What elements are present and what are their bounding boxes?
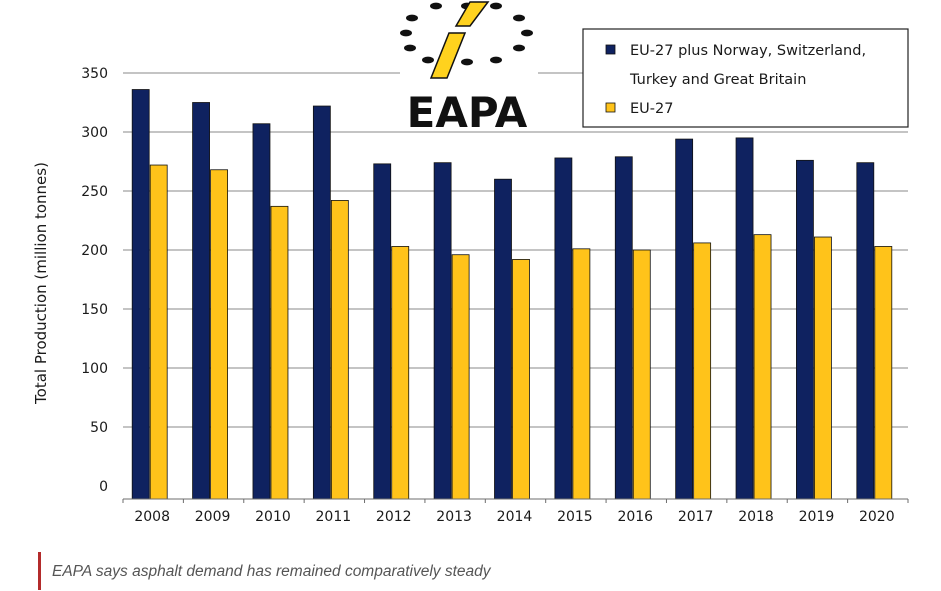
y-tick-label: 250: [81, 184, 108, 200]
bar-europe-2011: [312, 105, 331, 500]
bar-eu27-2017: [693, 242, 712, 500]
legend-box: [582, 28, 909, 128]
caption-accent-bar: [38, 552, 41, 590]
x-tick-label: 2020: [859, 509, 895, 525]
x-tick-label: 2013: [436, 509, 472, 525]
bar-eu27-2010: [270, 205, 289, 500]
x-tick-label: 2012: [376, 509, 412, 525]
bar-europe-2013: [433, 162, 452, 500]
bars: [131, 89, 893, 500]
y-tick-label: 350: [81, 66, 108, 82]
caption: EAPA says asphalt demand has remained co…: [38, 552, 738, 590]
bar-europe-2014: [494, 178, 512, 500]
x-axis-ticks: 2008 2009 2010 2011 2012 2013 2014 2015 2016 2017…: [122, 499, 909, 525]
bar-eu27-2008: [149, 164, 168, 500]
bar-eu27-2016: [632, 249, 651, 500]
x-tick-label: 2008: [134, 509, 170, 525]
bar-eu27-2019: [814, 236, 832, 500]
bar-europe-2015: [554, 157, 573, 500]
x-tick-label: 2016: [617, 509, 653, 525]
bar-europe-2009: [192, 102, 210, 500]
y-tick-label: 300: [81, 125, 108, 141]
logo-text: EAPA: [407, 88, 528, 137]
bar-eu27-2013: [451, 254, 470, 500]
x-tick-label: 2009: [195, 509, 231, 525]
bar-europe-2017: [675, 138, 694, 500]
bar-europe-2018: [735, 137, 754, 500]
logo-bolt: [429, 1, 490, 79]
x-tick-label: 2014: [497, 509, 533, 525]
bar-eu27-2018: [753, 234, 772, 500]
bar-europe-2016: [614, 156, 633, 500]
bar-eu27-2014: [512, 259, 530, 500]
eapa-logo: EAPA: [400, 1, 538, 137]
bar-eu27-2020: [874, 246, 893, 500]
x-tick-label: 2017: [678, 509, 714, 525]
bar-eu27-2012: [391, 246, 410, 500]
legend-label-europe-line2: Turkey and Great Britain: [629, 72, 806, 88]
bar-eu27-2009: [210, 169, 228, 500]
y-axis-ticks: 0 50 100 150 200 250 300 350: [81, 66, 108, 495]
y-axis-label: Total Production (million tonnes): [32, 162, 50, 405]
legend-swatch-eu27: [605, 102, 616, 113]
legend-label-eu27: EU-27: [630, 101, 673, 117]
bar-europe-2008: [131, 89, 150, 500]
x-tick-label: 2010: [255, 509, 291, 525]
bar-europe-2020: [856, 162, 875, 500]
legend: EU-27 plus Norway, Switzerland, Turkey a…: [582, 28, 909, 128]
legend-swatch-europe: [605, 44, 616, 55]
bar-europe-2019: [796, 159, 814, 500]
x-tick-label: 2011: [316, 509, 352, 525]
bar-eu27-2011: [330, 200, 349, 500]
bar-europe-2012: [373, 163, 392, 500]
y-tick-label: 50: [90, 420, 108, 436]
bar-eu27-2015: [572, 248, 591, 500]
x-tick-label: 2019: [799, 509, 835, 525]
x-tick-label: 2015: [557, 509, 593, 525]
logo-star-ring: [400, 2, 533, 66]
legend-label-europe-line1: EU-27 plus Norway, Switzerland,: [630, 43, 866, 59]
bar-europe-2010: [252, 123, 271, 500]
y-tick-label: 200: [81, 243, 108, 259]
y-tick-label: 150: [81, 302, 108, 318]
y-tick-label: 0: [99, 479, 108, 495]
x-tick-label: 2018: [738, 509, 774, 525]
caption-text: EAPA says asphalt demand has remained co…: [52, 563, 491, 580]
y-tick-label: 100: [81, 361, 108, 377]
